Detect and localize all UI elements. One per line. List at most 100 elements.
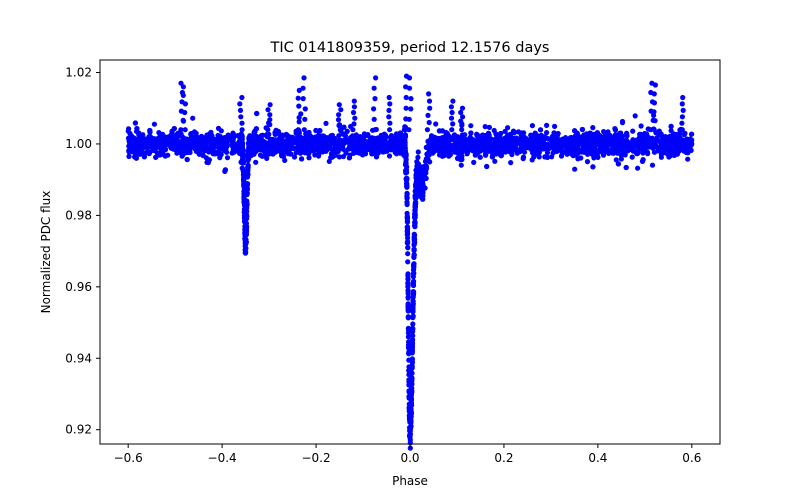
data-point (335, 145, 341, 151)
data-point (192, 144, 198, 150)
data-point (595, 138, 601, 144)
data-point (425, 156, 431, 162)
data-point (410, 274, 416, 280)
data-point (553, 137, 559, 143)
data-point (212, 149, 218, 155)
data-point (599, 146, 605, 153)
data-point (508, 160, 514, 166)
data-point (621, 144, 627, 150)
data-point (172, 136, 178, 142)
data-point (558, 153, 565, 159)
data-point (453, 143, 459, 149)
data-point (592, 148, 598, 154)
data-point (410, 337, 416, 343)
data-point (308, 134, 314, 140)
data-point (411, 278, 417, 284)
data-point (147, 129, 153, 135)
data-point (351, 98, 357, 104)
data-point (459, 127, 465, 133)
data-point (682, 130, 688, 136)
data-point (403, 167, 409, 173)
data-point (570, 138, 576, 144)
data-point (410, 325, 416, 331)
data-point (632, 113, 638, 119)
data-point (439, 137, 445, 143)
data-point (613, 157, 619, 163)
data-point (600, 152, 607, 158)
data-point (415, 154, 421, 160)
data-point (336, 133, 342, 139)
data-point (431, 143, 437, 149)
x-tick-label: 0.2 (494, 451, 513, 465)
data-point (448, 104, 454, 110)
data-point (382, 140, 388, 146)
data-point (258, 133, 265, 139)
data-point (178, 147, 184, 153)
data-point (253, 126, 259, 132)
data-point (433, 137, 439, 143)
data-point (284, 141, 290, 147)
data-point (240, 153, 246, 159)
data-point (574, 148, 581, 154)
data-point (651, 100, 658, 106)
data-point (405, 303, 411, 309)
data-point (344, 128, 350, 134)
data-point (168, 132, 174, 139)
data-point (182, 109, 188, 116)
data-point (679, 101, 685, 107)
data-point (441, 141, 447, 148)
data-point (681, 138, 687, 144)
data-point (408, 96, 414, 102)
data-point (458, 109, 464, 116)
data-point (405, 334, 411, 340)
data-point (433, 121, 439, 127)
data-point (480, 146, 486, 153)
data-point (182, 101, 188, 107)
chart-title: TIC 0141809359, period 12.1576 days (270, 40, 550, 56)
data-point (175, 130, 181, 136)
data-point (645, 151, 651, 157)
data-point (125, 128, 131, 134)
data-point (296, 103, 302, 109)
data-point (224, 155, 231, 161)
data-point (161, 136, 167, 142)
data-point (405, 308, 411, 314)
data-point (406, 85, 413, 91)
data-point (450, 98, 456, 104)
data-point (572, 166, 578, 172)
data-point (584, 159, 591, 165)
data-point (404, 216, 410, 222)
data-point (371, 106, 377, 112)
data-point (262, 151, 269, 157)
data-point (148, 139, 154, 145)
data-point (238, 147, 244, 153)
data-point (230, 130, 236, 136)
data-point (345, 137, 351, 144)
data-point (241, 196, 247, 202)
data-point (594, 130, 601, 136)
data-point (297, 150, 303, 156)
data-point (489, 154, 495, 160)
data-point (460, 114, 466, 120)
data-point (196, 151, 202, 157)
data-point (415, 169, 421, 175)
data-point (314, 141, 320, 147)
data-point (529, 123, 536, 129)
data-point (240, 168, 246, 174)
data-point (404, 232, 410, 238)
data-point (640, 149, 646, 155)
data-point (659, 139, 665, 145)
data-point (547, 144, 554, 150)
data-point (241, 178, 247, 184)
data-point (675, 138, 681, 144)
x-axis: −0.6 −0.4 −0.2 0.0 0.2 0.4 0.6 (114, 444, 701, 465)
data-point (351, 140, 358, 146)
data-point (371, 85, 377, 91)
data-point (372, 127, 378, 133)
data-point (336, 112, 342, 118)
data-point (679, 120, 685, 126)
data-point (387, 120, 393, 126)
data-point (215, 136, 221, 142)
data-point (304, 148, 310, 154)
data-point (282, 157, 288, 163)
